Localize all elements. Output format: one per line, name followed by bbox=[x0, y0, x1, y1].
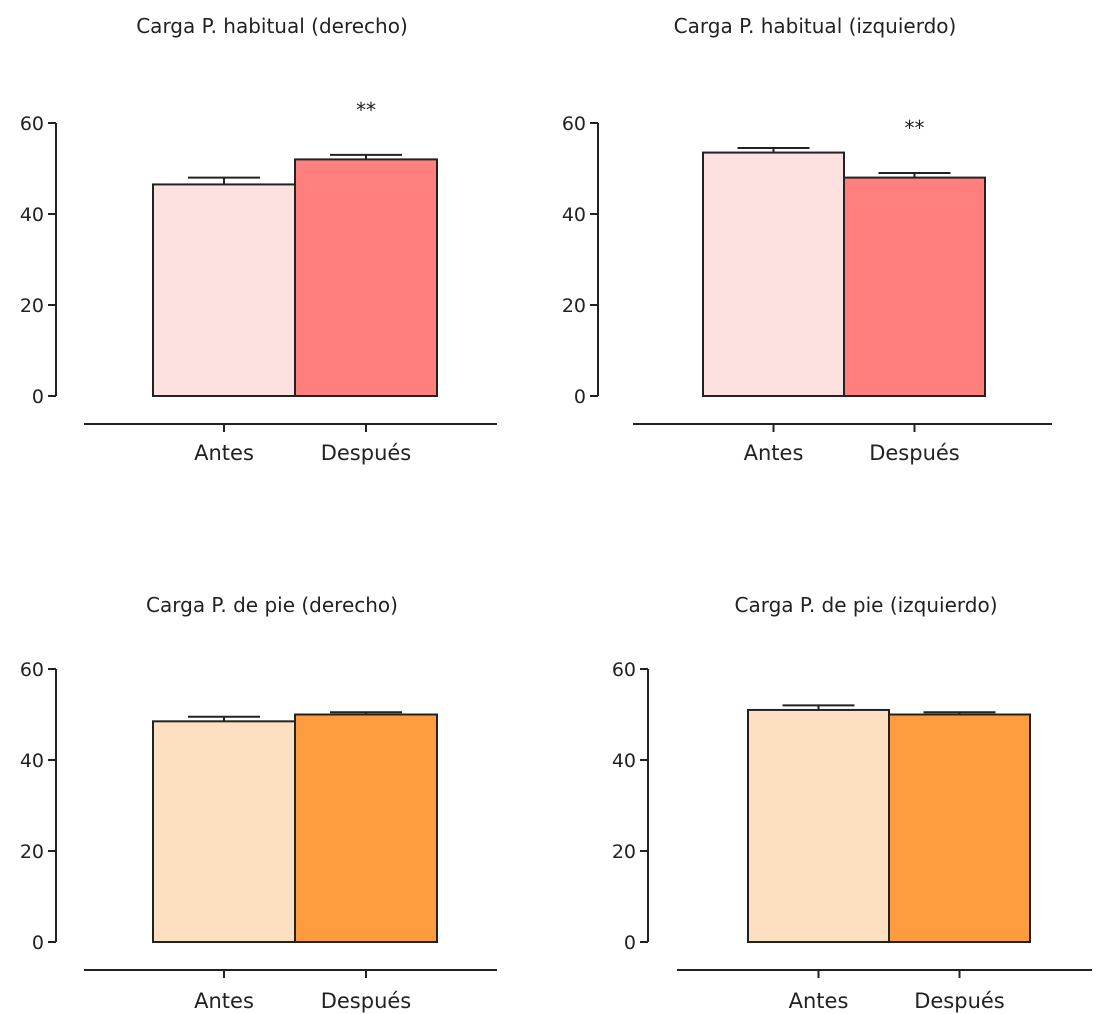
bar-antes bbox=[152, 183, 296, 397]
y-tick-label: 0 bbox=[32, 386, 44, 408]
bar-despus bbox=[888, 713, 1031, 943]
bar-despus bbox=[294, 713, 438, 943]
y-tick-label: 60 bbox=[20, 113, 44, 135]
y-tick-label: 20 bbox=[20, 841, 44, 863]
chart-title: Carga P. de pie (izquierdo) bbox=[734, 593, 997, 617]
y-tick-label: 20 bbox=[562, 295, 586, 317]
y-tick-label: 40 bbox=[20, 204, 44, 226]
x-tick-label: Después bbox=[869, 441, 960, 465]
y-tick-label: 40 bbox=[20, 750, 44, 772]
bar-antes bbox=[747, 708, 890, 944]
y-tick-label: 20 bbox=[20, 295, 44, 317]
x-tick-label: Antes bbox=[744, 441, 804, 465]
chart-panel-3: Carga P. de pie (derecho) 0 20 40 60 Antes Des… bbox=[20, 593, 497, 1013]
y-tick-label: 40 bbox=[612, 750, 636, 772]
bar-antes bbox=[702, 151, 845, 397]
y-tick-label: 60 bbox=[20, 659, 44, 681]
y-tick-label: 40 bbox=[562, 204, 586, 226]
y-tick-label: 60 bbox=[562, 113, 586, 135]
chart-panel-4: Carga P. de pie (izquierdo) 0 20 40 60 Antes D… bbox=[612, 593, 1092, 1013]
y-tick-label: 0 bbox=[32, 932, 44, 954]
x-tick-label: Después bbox=[321, 989, 412, 1013]
y-tick-label: 20 bbox=[612, 841, 636, 863]
bar-despus bbox=[294, 158, 438, 397]
x-tick-label: Después bbox=[914, 989, 1005, 1013]
significance-mark: ** bbox=[905, 116, 925, 140]
chart-panel-2: Carga P. habitual (izquierdo) 0 20 40 60 Ante… bbox=[562, 14, 1052, 465]
chart-title: Carga P. habitual (derecho) bbox=[136, 14, 408, 38]
chart-title: Carga P. habitual (izquierdo) bbox=[674, 14, 957, 38]
x-tick-label: Después bbox=[321, 441, 412, 465]
bar-antes bbox=[152, 720, 296, 944]
x-tick-label: Antes bbox=[194, 441, 254, 465]
x-tick-label: Antes bbox=[194, 989, 254, 1013]
chart-panel-1: Carga P. habitual (derecho) 0 20 40 60 Antes D… bbox=[20, 14, 497, 465]
bar-despus bbox=[843, 176, 986, 397]
y-tick-label: 0 bbox=[574, 386, 586, 408]
significance-mark: ** bbox=[356, 98, 376, 122]
x-tick-label: Antes bbox=[789, 989, 849, 1013]
y-tick-label: 60 bbox=[612, 659, 636, 681]
y-tick-label: 0 bbox=[624, 932, 636, 954]
chart-title: Carga P. de pie (derecho) bbox=[146, 593, 398, 617]
